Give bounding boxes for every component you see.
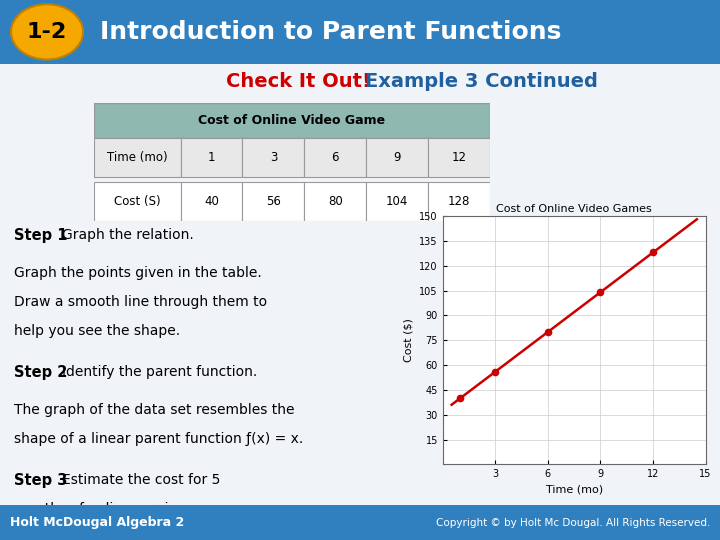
Text: Cost (S): Cost (S) xyxy=(114,195,161,208)
Text: Copyright © by Holt Mc Dougal. All Rights Reserved.: Copyright © by Holt Mc Dougal. All Right… xyxy=(436,518,710,528)
FancyBboxPatch shape xyxy=(94,103,490,138)
Text: Graph the points given in the table.: Graph the points given in the table. xyxy=(14,266,262,280)
Text: Graph the relation.: Graph the relation. xyxy=(63,228,194,242)
Y-axis label: Cost ($): Cost ($) xyxy=(404,318,414,362)
Text: Holt McDougal Algebra 2: Holt McDougal Algebra 2 xyxy=(10,516,184,529)
Ellipse shape xyxy=(11,4,83,59)
Text: Cost of Online Video Game: Cost of Online Video Game xyxy=(198,114,385,127)
FancyBboxPatch shape xyxy=(243,138,305,178)
Text: 1-2: 1-2 xyxy=(27,22,67,42)
Text: 1: 1 xyxy=(208,151,215,164)
FancyBboxPatch shape xyxy=(181,182,243,221)
Text: Estimate the cost for 5: Estimate the cost for 5 xyxy=(63,472,221,487)
FancyBboxPatch shape xyxy=(305,138,366,178)
FancyBboxPatch shape xyxy=(94,138,181,178)
Text: 40: 40 xyxy=(204,195,219,208)
Text: months of online service.: months of online service. xyxy=(14,502,189,516)
FancyBboxPatch shape xyxy=(181,138,243,178)
FancyBboxPatch shape xyxy=(243,182,305,221)
Text: Time (mo): Time (mo) xyxy=(107,151,168,164)
Text: Step 3: Step 3 xyxy=(14,472,68,488)
Text: Introduction to Parent Functions: Introduction to Parent Functions xyxy=(100,20,562,44)
Text: 56: 56 xyxy=(266,195,281,208)
Text: Example 3 Continued: Example 3 Continued xyxy=(365,72,598,91)
Text: 12: 12 xyxy=(451,151,467,164)
FancyBboxPatch shape xyxy=(305,182,366,221)
Text: 104: 104 xyxy=(386,195,408,208)
Text: The graph of the data set resembles the: The graph of the data set resembles the xyxy=(14,403,295,417)
Text: shape of a linear parent function ƒ(x) = x.: shape of a linear parent function ƒ(x) =… xyxy=(14,432,304,446)
Text: 128: 128 xyxy=(448,195,470,208)
FancyBboxPatch shape xyxy=(366,138,428,178)
Title: Cost of Online Video Games: Cost of Online Video Games xyxy=(496,204,652,214)
Text: Step 1: Step 1 xyxy=(14,228,68,242)
Text: Check It Out!: Check It Out! xyxy=(226,72,371,91)
Text: help you see the shape.: help you see the shape. xyxy=(14,324,181,338)
Text: Step 2: Step 2 xyxy=(14,364,68,380)
Text: 3: 3 xyxy=(270,151,277,164)
Text: Draw a smooth line through them to: Draw a smooth line through them to xyxy=(14,295,268,309)
FancyBboxPatch shape xyxy=(428,182,490,221)
Text: 9: 9 xyxy=(393,151,401,164)
FancyBboxPatch shape xyxy=(94,182,181,221)
FancyBboxPatch shape xyxy=(0,0,720,64)
Text: Identify the parent function.: Identify the parent function. xyxy=(63,364,258,379)
Text: 6: 6 xyxy=(331,151,339,164)
X-axis label: Time (mo): Time (mo) xyxy=(546,485,603,495)
FancyBboxPatch shape xyxy=(0,505,720,540)
FancyBboxPatch shape xyxy=(428,138,490,178)
Text: 80: 80 xyxy=(328,195,343,208)
FancyBboxPatch shape xyxy=(366,182,428,221)
